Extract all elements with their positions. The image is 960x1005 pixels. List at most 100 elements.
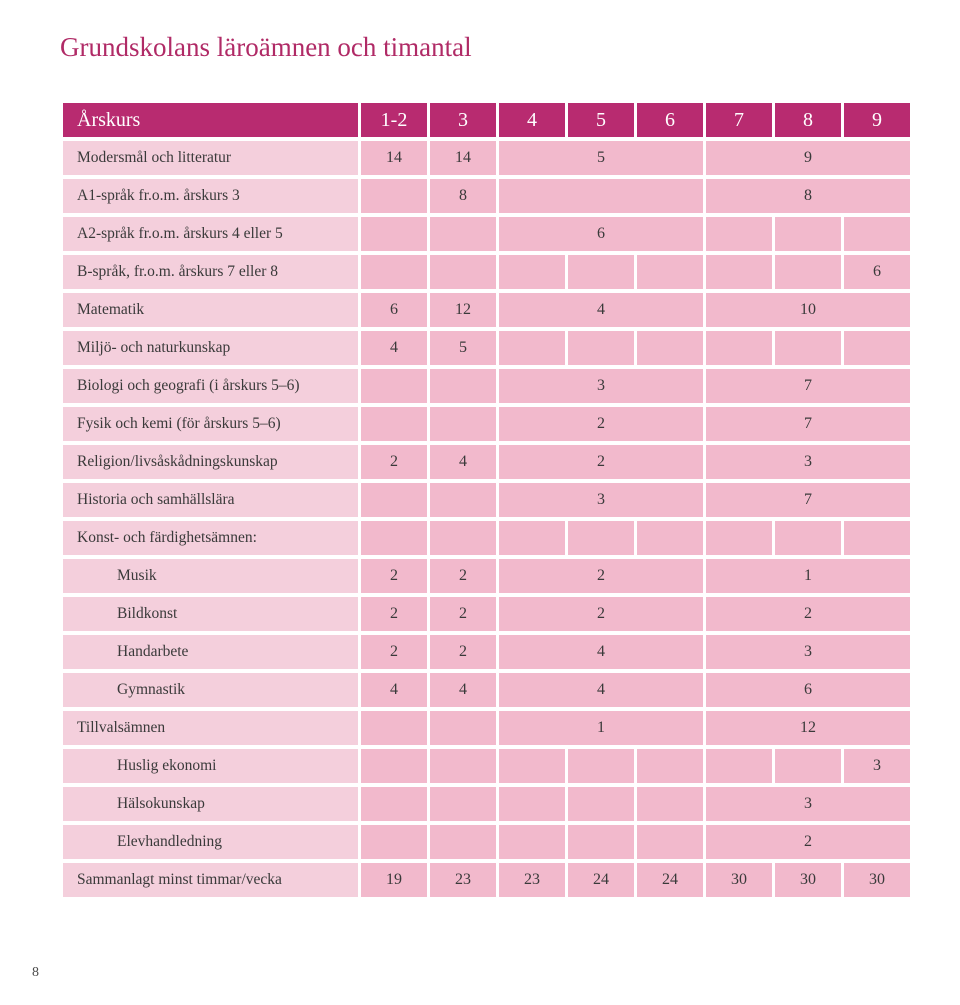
table-cell	[775, 217, 841, 251]
table-cell: 23	[499, 863, 565, 897]
table-cell: 1	[706, 559, 910, 593]
table-cell: 2	[499, 597, 703, 631]
table-cell: 7	[706, 369, 910, 403]
table-header-row: Årskurs1-23456789	[63, 103, 910, 137]
table-cell	[361, 787, 427, 821]
row-label: A2-språk fr.o.m. årskurs 4 eller 5	[63, 217, 358, 251]
table-cell	[430, 825, 496, 859]
table-cell: 12	[430, 293, 496, 327]
table-row: Modersmål och litteratur141459	[63, 141, 910, 175]
table-cell	[499, 825, 565, 859]
table-cell	[706, 331, 772, 365]
table-cell	[637, 255, 703, 289]
table-cell: 3	[499, 483, 703, 517]
table-cell	[361, 255, 427, 289]
table-row: Historia och samhällslära 37	[63, 483, 910, 517]
table-cell	[568, 825, 634, 859]
table-cell: 3	[706, 635, 910, 669]
table-cell	[775, 255, 841, 289]
table-cell: 4	[361, 331, 427, 365]
col-header-cell: 6	[637, 103, 703, 137]
table-cell	[568, 255, 634, 289]
table-cell: 2	[361, 445, 427, 479]
col-header-cell: 7	[706, 103, 772, 137]
page-number: 8	[32, 965, 39, 981]
table-cell: 2	[361, 597, 427, 631]
table-cell: 3	[844, 749, 910, 783]
table-row: Sammanlagt minst timmar/vecka19232324243…	[63, 863, 910, 897]
table-row: Gymnastik4446	[63, 673, 910, 707]
table-cell: 7	[706, 407, 910, 441]
table-cell	[430, 255, 496, 289]
row-label: Modersmål och litteratur	[63, 141, 358, 175]
table-cell	[844, 521, 910, 555]
row-label: Elevhandledning	[63, 825, 358, 859]
table-cell: 7	[706, 483, 910, 517]
table-cell: 12	[706, 711, 910, 745]
table-row: A1-språk fr.o.m. årskurs 388	[63, 179, 910, 213]
table-cell: 6	[706, 673, 910, 707]
table-row: Tillvalsämnen112	[63, 711, 910, 745]
table-cell: 2	[706, 597, 910, 631]
table-cell	[637, 331, 703, 365]
table-cell	[775, 521, 841, 555]
table-cell: 6	[361, 293, 427, 327]
table-row: Huslig ekonomi 3	[63, 749, 910, 783]
table-cell	[637, 521, 703, 555]
table-cell: 9	[706, 141, 910, 175]
table-body: Modersmål och litteratur141459A1-språk f…	[63, 141, 910, 897]
table-cell: 30	[775, 863, 841, 897]
table-cell: 2	[361, 635, 427, 669]
table-head: Årskurs1-23456789	[63, 103, 910, 137]
table-cell	[706, 521, 772, 555]
table-cell	[361, 825, 427, 859]
table-cell	[430, 407, 496, 441]
row-label: Konst- och färdighetsämnen:	[63, 521, 358, 555]
table-cell	[430, 369, 496, 403]
col-header-cell: 1-2	[361, 103, 427, 137]
table-cell	[430, 521, 496, 555]
col-header-cell: 5	[568, 103, 634, 137]
table-cell	[637, 825, 703, 859]
row-label: Hälsokunskap	[63, 787, 358, 821]
row-label: Handarbete	[63, 635, 358, 669]
table-cell	[361, 483, 427, 517]
page-title: Grundskolans läroämnen och timantal	[60, 32, 900, 63]
table-row: Konst- och färdighetsämnen:	[63, 521, 910, 555]
row-label: Historia och samhällslära	[63, 483, 358, 517]
table-cell: 1	[499, 711, 703, 745]
table-cell	[499, 255, 565, 289]
table-cell	[775, 749, 841, 783]
table-cell	[775, 331, 841, 365]
table-cell	[430, 217, 496, 251]
row-label: Huslig ekonomi	[63, 749, 358, 783]
table-cell: 2	[361, 559, 427, 593]
table-cell: 4	[430, 673, 496, 707]
table-cell	[568, 521, 634, 555]
table-cell: 2	[430, 559, 496, 593]
row-label: Fysik och kemi (för årskurs 5–6)	[63, 407, 358, 441]
row-label: Sammanlagt minst timmar/vecka	[63, 863, 358, 897]
table-row: A2-språk fr.o.m. årskurs 4 eller 56	[63, 217, 910, 251]
table-cell	[361, 179, 427, 213]
table-cell	[361, 407, 427, 441]
table-cell: 2	[499, 559, 703, 593]
table-cell	[568, 749, 634, 783]
row-label: Gymnastik	[63, 673, 358, 707]
row-label: Religion/livsåskådningskunskap	[63, 445, 358, 479]
col-header-label: Årskurs	[63, 103, 358, 137]
table-cell	[361, 217, 427, 251]
table-cell	[361, 749, 427, 783]
table-cell: 5	[430, 331, 496, 365]
table-cell: 4	[499, 673, 703, 707]
table-cell	[706, 749, 772, 783]
table-cell: 3	[706, 787, 910, 821]
col-header-cell: 4	[499, 103, 565, 137]
row-label: Musik	[63, 559, 358, 593]
row-label: A1-språk fr.o.m. årskurs 3	[63, 179, 358, 213]
table-row: Elevhandledning2	[63, 825, 910, 859]
table-cell: 8	[430, 179, 496, 213]
curriculum-table: Årskurs1-23456789 Modersmål och litterat…	[60, 99, 913, 901]
table-row: Bildkonst2222	[63, 597, 910, 631]
table-cell	[499, 749, 565, 783]
